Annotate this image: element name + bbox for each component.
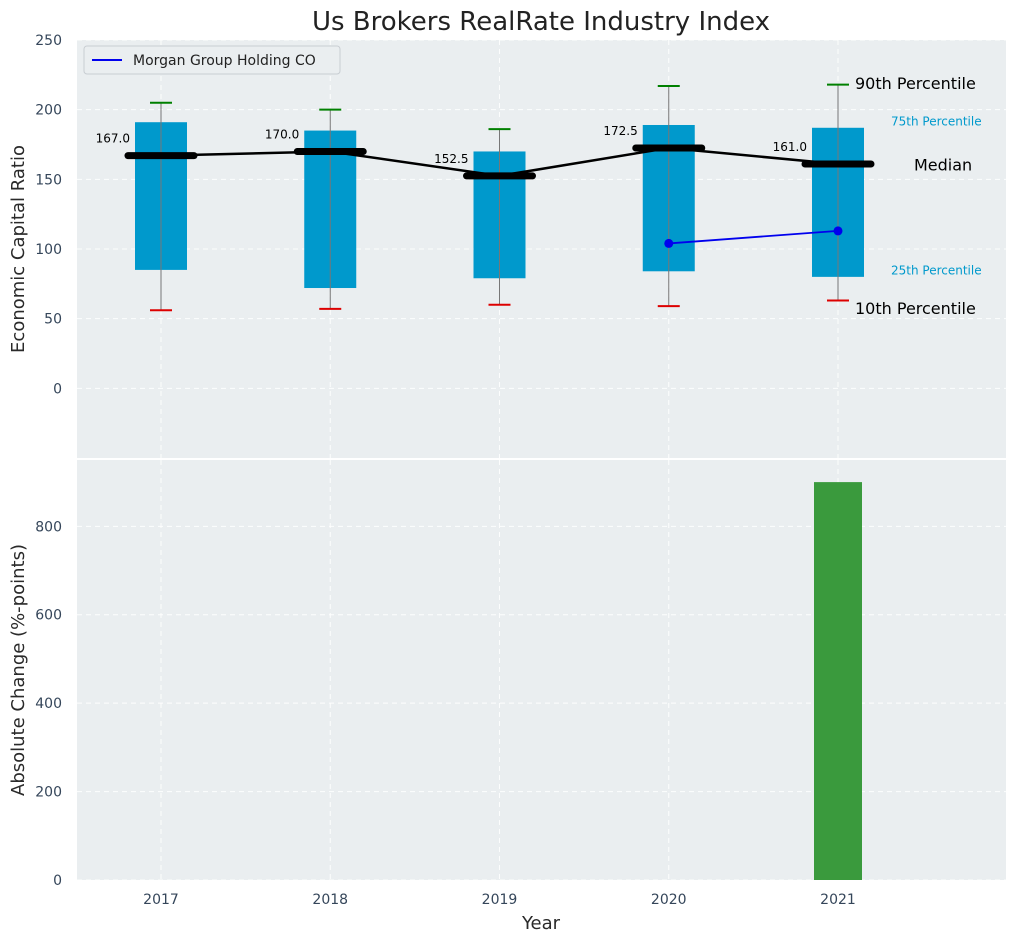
percentile-annotations: 90th Percentile 75th Percentile Median 25th… xyxy=(855,74,982,318)
bottom-y-tick-label: 400 xyxy=(35,696,62,712)
x-tick-label: 2019 xyxy=(482,892,518,908)
bottom-y-tick-labels: 0 200 400 600 800 xyxy=(35,519,62,889)
annotation-p90: 90th Percentile xyxy=(855,74,976,93)
median-label-2020: 172.5 xyxy=(603,124,637,138)
bottom-panel-background xyxy=(77,460,1006,880)
legend-label-morgan: Morgan Group Holding CO xyxy=(133,53,316,69)
top-y-tick-labels: 0 50 100 150 200 250 xyxy=(35,33,62,397)
bottom-y-tick-label: 0 xyxy=(53,873,62,889)
bottom-y-tick-label: 600 xyxy=(35,608,62,624)
top-y-axis-label: Economic Capital Ratio xyxy=(8,145,29,353)
change-bar-2021 xyxy=(814,482,862,880)
top-y-tick-label: 100 xyxy=(35,242,62,258)
bottom-y-tick-label: 200 xyxy=(35,785,62,801)
top-plot-marks: 167.0 170.0 152.5 172.5 161.0 xyxy=(96,83,875,312)
x-tick-label: 2020 xyxy=(651,892,687,908)
annotation-median: Median xyxy=(914,156,972,175)
annotation-p10: 10th Percentile xyxy=(855,299,976,318)
company-line xyxy=(668,229,839,245)
top-y-tick-label: 150 xyxy=(35,172,62,188)
annotation-p25: 25th Percentile xyxy=(891,263,982,277)
x-tick-label: 2017 xyxy=(143,892,179,908)
company-point xyxy=(664,238,674,248)
top-y-tick-label: 0 xyxy=(53,381,62,397)
x-tick-labels: 2017 2018 2019 2020 2021 xyxy=(143,892,856,908)
x-tick-label: 2021 xyxy=(820,892,856,908)
legend: Morgan Group Holding CO xyxy=(83,45,341,75)
top-y-tick-label: 50 xyxy=(44,312,62,328)
median-label-2021: 161.0 xyxy=(773,140,807,154)
x-axis-label: Year xyxy=(521,913,561,934)
bottom-plot-marks xyxy=(814,482,862,880)
bottom-y-tick-label: 800 xyxy=(35,519,62,535)
legend-box xyxy=(83,45,341,75)
median-label-2019: 152.5 xyxy=(434,152,468,166)
annotation-p75: 75th Percentile xyxy=(891,114,982,128)
company-point xyxy=(833,226,843,236)
top-y-tick-label: 200 xyxy=(35,103,62,119)
bottom-y-axis-label: Absolute Change (%-points) xyxy=(8,544,29,796)
median-label-2018: 170.0 xyxy=(265,127,299,141)
top-y-tick-label: 250 xyxy=(35,33,62,49)
median-label-2017: 167.0 xyxy=(96,132,130,146)
chart-title: Us Brokers RealRate Industry Index xyxy=(312,7,770,37)
x-tick-label: 2018 xyxy=(312,892,348,908)
